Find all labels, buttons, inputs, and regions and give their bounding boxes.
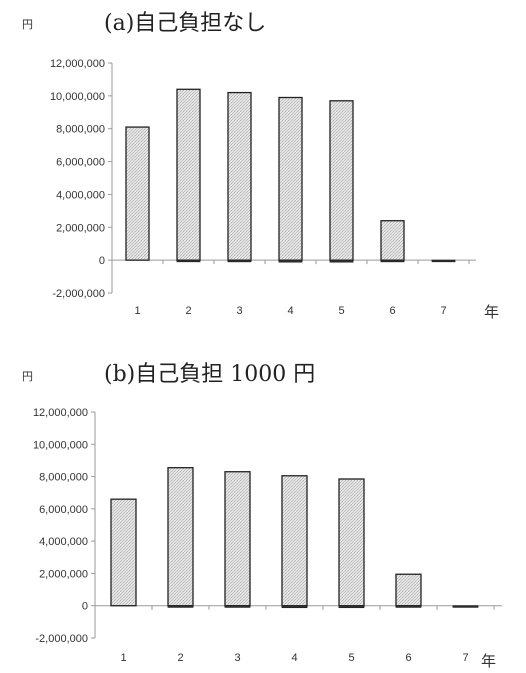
chart-a-xtick-label: 7 [440, 305, 446, 317]
chart-b-ytick-label: -2,000,000 [35, 633, 88, 645]
chart-b-bars [110, 467, 479, 609]
chart-b-negative-bar [224, 605, 251, 608]
chart-b-bar [281, 475, 308, 607]
chart-b-y-unit: 円 [22, 370, 33, 383]
chart-b-xtick-label: 7 [462, 652, 468, 664]
chart-b-bar [110, 498, 137, 607]
chart-a-ytick-label: 6,000,000 [56, 157, 105, 169]
chart-b-y-ticks: 12,000,000 10,000,000 8,000,000 6,000,000 4,… [33, 407, 95, 645]
chart-b-bar [395, 573, 422, 607]
chart-a-xtick-label: 2 [185, 305, 191, 317]
chart-a-bar [278, 96, 303, 261]
chart-b-ytick-label: 8,000,000 [39, 472, 88, 484]
chart-a-xtick-label: 5 [338, 305, 344, 317]
chart-b-negative-bar [395, 605, 422, 608]
chart-b-ytick-label: 10,000,000 [33, 439, 88, 451]
chart-b-ytick-label: 2,000,000 [39, 568, 88, 580]
chart-b-ytick-label: 12,000,000 [33, 407, 88, 419]
chart-a-negative-bar [176, 259, 201, 263]
chart-a-negative-bar [380, 259, 405, 263]
chart-a-negative-bar [278, 259, 303, 263]
chart-b-negative-bar [281, 605, 308, 609]
chart-a-negative-bar [329, 259, 354, 263]
chart-b-x-ticks: 1 2 3 4 5 6 7 [120, 605, 495, 664]
chart-b-ytick-label: 4,000,000 [39, 536, 88, 548]
chart-a-ytick-label: 8,000,000 [56, 124, 105, 136]
chart-b-negative-bar [338, 605, 365, 609]
chart-b-bar [167, 467, 194, 607]
chart-b-ytick-label: 0 [82, 601, 88, 613]
chart-a-xtick-label: 3 [236, 305, 242, 317]
chart-a-negative-bar [227, 259, 252, 263]
chart-b-title: (b)自己負担 1000 円 [104, 362, 315, 387]
chart-b-xtick-label: 1 [120, 652, 126, 664]
chart-b-xtick-label: 4 [291, 652, 297, 664]
chart-b: 円 (b)自己負担 1000 円 12,000,00010,000,0008,0… [22, 362, 502, 670]
chart-a-y-ticks: 12,000,000 10,000,000 8,000,000 6,000,000 4,… [50, 58, 112, 300]
chart-b-xtick-label: 3 [234, 652, 240, 664]
chart-a-title: (a)自己負担なし [104, 11, 266, 36]
chart-b-bar [224, 471, 251, 607]
chart-b-bar [338, 478, 365, 607]
chart-a-ytick-label: 4,000,000 [56, 189, 105, 201]
chart-a-bar [176, 88, 201, 261]
chart-b-x-unit: 年 [481, 652, 496, 670]
chart-a-xtick-label: 6 [389, 305, 395, 317]
chart-b-negative-bar [452, 605, 479, 608]
chart-a-y-unit: 円 [22, 18, 33, 31]
chart-a-x-unit: 年 [484, 303, 499, 321]
chart-a-ytick-label: 2,000,000 [56, 222, 105, 234]
chart-a-xtick-label: 1 [134, 305, 140, 317]
chart-a-bar [329, 100, 354, 261]
chart-b-negative-bar [167, 605, 194, 608]
chart-a-bar [227, 91, 252, 261]
chart-b-xtick-label: 5 [348, 652, 354, 664]
chart-b-ytick-label: 6,000,000 [39, 504, 88, 516]
chart-b-xtick-label: 6 [405, 652, 411, 664]
chart-a-xtick-label: 4 [287, 305, 293, 317]
chart-a-ytick-label: 0 [99, 255, 105, 267]
chart-b-xtick-label: 2 [177, 652, 183, 664]
chart-a-x-ticks: 1 2 3 4 5 6 7 [134, 260, 470, 317]
chart-a-bar [125, 126, 150, 261]
chart-a-ytick-label: -2,000,000 [52, 288, 105, 300]
chart-a-ytick-label: 10,000,000 [50, 91, 105, 103]
chart-a-negative-bar [431, 259, 456, 263]
chart-a-bars [125, 88, 456, 263]
chart-a-ytick-label: 12,000,000 [50, 58, 105, 70]
chart-a: 円 (a)自己負担なし 12,000,00010,000,0008,000,00… [22, 11, 499, 321]
chart-a-bar [380, 220, 405, 261]
